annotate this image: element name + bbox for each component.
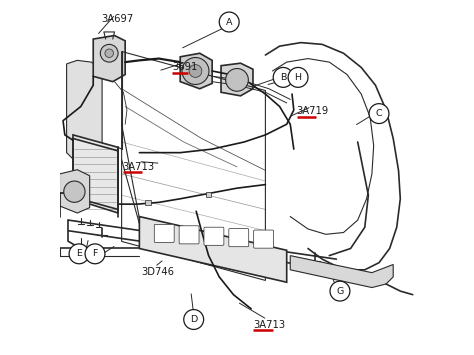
Circle shape — [85, 244, 105, 264]
Text: G: G — [337, 286, 344, 296]
Text: 3691: 3691 — [173, 62, 198, 72]
Polygon shape — [67, 60, 102, 163]
Bar — [206, 192, 211, 197]
Circle shape — [64, 181, 85, 202]
Bar — [146, 200, 151, 205]
Text: E: E — [76, 249, 82, 258]
Circle shape — [219, 12, 239, 32]
Text: A: A — [226, 17, 232, 27]
Circle shape — [273, 67, 293, 87]
Polygon shape — [221, 63, 253, 96]
FancyBboxPatch shape — [229, 229, 249, 247]
Text: 3D746: 3D746 — [141, 267, 174, 277]
Circle shape — [330, 281, 350, 301]
Text: F: F — [92, 249, 98, 258]
Circle shape — [226, 69, 248, 91]
Text: C: C — [376, 109, 383, 118]
Polygon shape — [290, 256, 393, 288]
FancyBboxPatch shape — [179, 226, 199, 244]
FancyBboxPatch shape — [204, 227, 224, 245]
Polygon shape — [180, 53, 212, 89]
Polygon shape — [93, 36, 125, 82]
Text: D: D — [190, 315, 197, 324]
Circle shape — [182, 58, 209, 84]
Polygon shape — [139, 217, 287, 282]
Circle shape — [369, 104, 389, 124]
Polygon shape — [73, 135, 118, 213]
FancyBboxPatch shape — [254, 230, 273, 248]
Text: B: B — [280, 73, 286, 82]
Circle shape — [288, 67, 308, 87]
Circle shape — [100, 44, 118, 62]
Polygon shape — [60, 170, 90, 213]
Text: H: H — [294, 73, 301, 82]
Text: 3A713: 3A713 — [123, 162, 155, 171]
Text: 3A697: 3A697 — [101, 14, 134, 24]
Text: 3A719: 3A719 — [297, 106, 329, 116]
Circle shape — [69, 244, 89, 264]
Circle shape — [189, 65, 202, 77]
FancyBboxPatch shape — [154, 224, 174, 242]
Circle shape — [105, 49, 113, 58]
Text: 3A713: 3A713 — [253, 320, 285, 329]
Circle shape — [184, 310, 204, 329]
